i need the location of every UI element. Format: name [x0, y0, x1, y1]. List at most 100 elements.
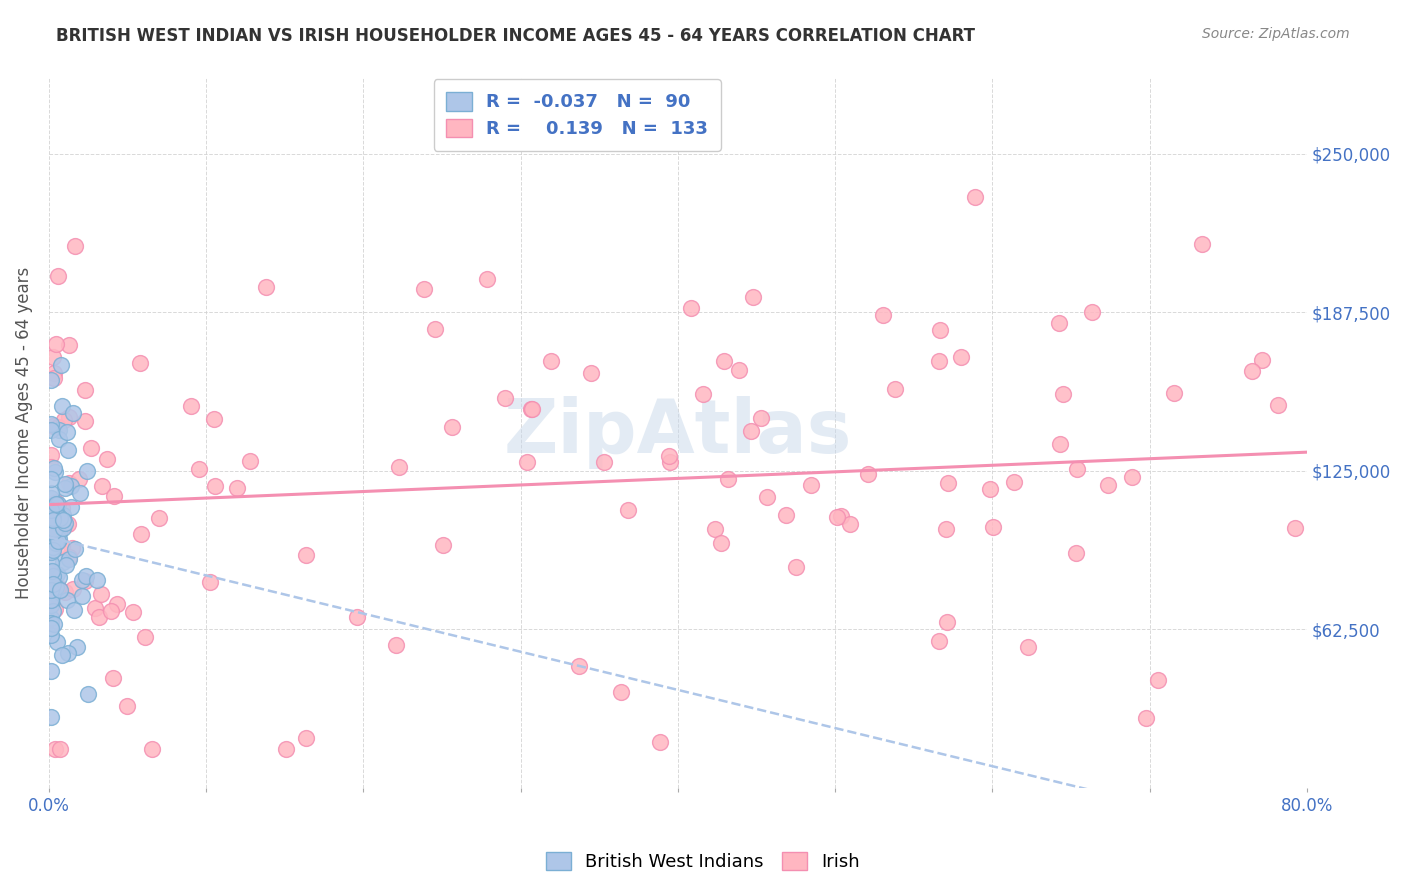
Point — [58, 550, 80, 565]
Point — [616, 503, 638, 517]
Point — [42, 583, 65, 598]
Point — [101, 672, 124, 686]
Point — [42, 419, 65, 434]
Point — [440, 419, 463, 434]
Point — [800, 478, 823, 492]
Point — [48, 423, 70, 437]
Point — [825, 510, 848, 524]
Point — [41, 556, 63, 570]
Point — [58, 476, 80, 491]
Point — [884, 382, 907, 396]
Point — [39, 709, 62, 723]
Point — [62, 582, 84, 596]
Point — [39, 509, 62, 524]
Point — [76, 464, 98, 478]
Point — [432, 538, 454, 552]
Point — [73, 574, 96, 589]
Point — [39, 499, 62, 513]
Point — [44, 370, 66, 384]
Point — [62, 603, 84, 617]
Point — [39, 583, 62, 598]
Point — [785, 559, 807, 574]
Point — [1066, 461, 1088, 475]
Point — [105, 598, 128, 612]
Point — [568, 659, 591, 673]
Point — [53, 477, 76, 491]
Point — [42, 524, 65, 539]
Point — [46, 566, 69, 581]
Point — [42, 541, 65, 555]
Point — [44, 504, 66, 518]
Point — [42, 542, 65, 557]
Point — [84, 600, 107, 615]
Point — [122, 605, 145, 619]
Point — [42, 617, 65, 632]
Point — [1052, 386, 1074, 401]
Point — [48, 269, 70, 284]
Point — [46, 509, 69, 524]
Point — [295, 549, 318, 563]
Point — [49, 583, 72, 598]
Point — [39, 611, 62, 625]
Point — [134, 631, 156, 645]
Point — [75, 569, 97, 583]
Point — [58, 409, 80, 424]
Point — [86, 573, 108, 587]
Point — [42, 569, 65, 583]
Point — [740, 424, 762, 438]
Point — [46, 498, 69, 512]
Point — [63, 239, 86, 253]
Point — [681, 301, 703, 315]
Point — [346, 609, 368, 624]
Point — [62, 541, 84, 555]
Y-axis label: Householder Income Ages 45 - 64 years: Householder Income Ages 45 - 64 years — [15, 267, 32, 599]
Point — [935, 522, 957, 536]
Point — [45, 519, 67, 533]
Point — [80, 441, 103, 455]
Point — [239, 454, 262, 468]
Point — [48, 432, 70, 446]
Point — [42, 460, 65, 475]
Point — [1017, 640, 1039, 654]
Point — [51, 399, 73, 413]
Point — [717, 472, 740, 486]
Point — [42, 586, 65, 600]
Point — [202, 412, 225, 426]
Point — [115, 698, 138, 713]
Point — [51, 555, 73, 569]
Point — [42, 366, 65, 380]
Point — [710, 536, 733, 550]
Point — [39, 459, 62, 474]
Point — [520, 402, 543, 417]
Point — [39, 664, 62, 678]
Point — [52, 521, 75, 535]
Point — [965, 190, 987, 204]
Point — [96, 452, 118, 467]
Point — [41, 350, 63, 364]
Point — [70, 589, 93, 603]
Point — [928, 354, 950, 368]
Point — [610, 684, 633, 698]
Point — [60, 479, 83, 493]
Point — [45, 634, 67, 648]
Point — [52, 513, 75, 527]
Point — [51, 500, 73, 515]
Point — [46, 511, 69, 525]
Point — [39, 509, 62, 524]
Point — [42, 522, 65, 536]
Point — [39, 628, 62, 642]
Point — [659, 455, 682, 469]
Point — [839, 516, 862, 531]
Point — [254, 280, 277, 294]
Point — [39, 593, 62, 607]
Point — [388, 460, 411, 475]
Point — [73, 414, 96, 428]
Point — [58, 338, 80, 352]
Point — [51, 539, 73, 553]
Point — [65, 541, 87, 556]
Point — [39, 622, 62, 636]
Point — [39, 570, 62, 584]
Point — [39, 530, 62, 544]
Point — [385, 638, 408, 652]
Point — [1163, 386, 1185, 401]
